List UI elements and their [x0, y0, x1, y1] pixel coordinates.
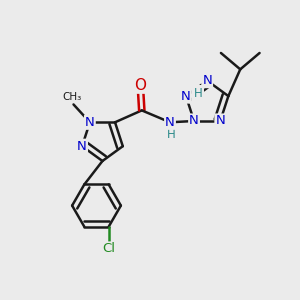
Text: N: N — [202, 74, 212, 87]
Text: N: N — [165, 116, 175, 129]
Text: N: N — [189, 115, 199, 128]
Text: H: H — [194, 87, 202, 100]
Text: N: N — [215, 115, 225, 128]
Text: N: N — [181, 90, 191, 103]
Text: O: O — [134, 78, 146, 93]
Text: N: N — [77, 140, 87, 153]
Text: N: N — [85, 116, 95, 129]
Text: CH₃: CH₃ — [62, 92, 82, 102]
Text: Cl: Cl — [102, 242, 115, 256]
Text: H: H — [167, 128, 176, 141]
